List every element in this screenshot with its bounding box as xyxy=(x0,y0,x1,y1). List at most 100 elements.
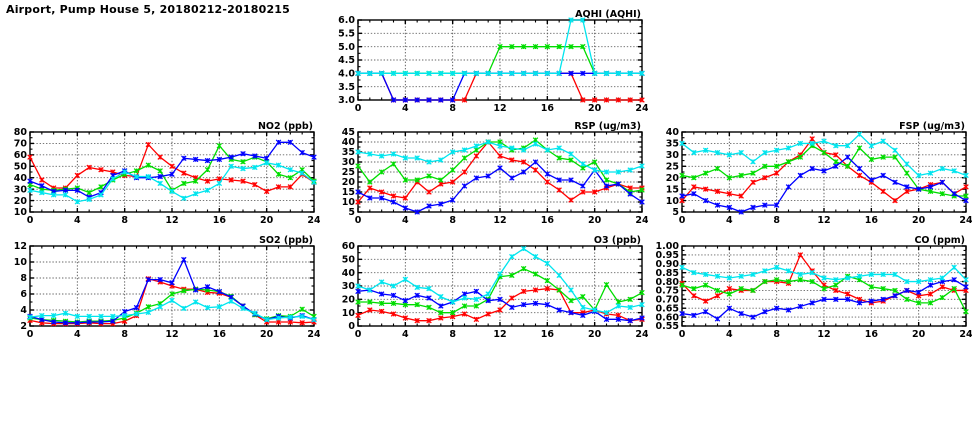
svg-text:16: 16 xyxy=(865,215,879,226)
y-axis-co: 0.550.600.650.700.750.800.850.900.951.00 xyxy=(656,241,966,332)
svg-text:0: 0 xyxy=(355,329,362,340)
svg-text:4: 4 xyxy=(726,329,733,340)
series-series4-co xyxy=(679,264,969,285)
svg-text:5.0: 5.0 xyxy=(338,42,355,53)
svg-text:6.0: 6.0 xyxy=(338,15,355,26)
svg-text:24: 24 xyxy=(307,215,320,226)
svg-text:50: 50 xyxy=(14,161,28,172)
svg-text:20: 20 xyxy=(588,103,602,114)
svg-text:16: 16 xyxy=(541,215,555,226)
svg-text:10: 10 xyxy=(342,197,356,208)
page-title: Airport, Pump House 5, 20180212-20180215 xyxy=(6,3,291,16)
svg-text:4.5: 4.5 xyxy=(338,55,355,66)
svg-text:80: 80 xyxy=(14,127,28,138)
chart-title-aqhi: AQHI (AQHI) xyxy=(575,9,641,20)
svg-text:24: 24 xyxy=(635,329,648,340)
chart-panel-no2: NO2 (ppb) 10 20 30 40 50 60 70 80 0 4 8 12 16 20 24 xyxy=(4,120,320,232)
svg-text:60: 60 xyxy=(342,241,356,252)
svg-text:8: 8 xyxy=(449,215,456,226)
x-axis-o3: 0 4 8 12 16 20 24 xyxy=(355,246,648,340)
svg-text:0.70: 0.70 xyxy=(656,295,679,306)
svg-text:4: 4 xyxy=(402,215,409,226)
svg-text:24: 24 xyxy=(959,329,972,340)
svg-text:20: 20 xyxy=(588,215,602,226)
series-series4-o3 xyxy=(355,245,645,316)
svg-text:20: 20 xyxy=(342,177,356,188)
svg-text:10: 10 xyxy=(666,196,680,207)
chart-title-so2: SO2 (ppb) xyxy=(259,235,313,246)
svg-text:8: 8 xyxy=(449,329,456,340)
chart-title-no2: NO2 (ppb) xyxy=(258,121,313,132)
chart-panel-so2: SO2 (ppb) 2 4 6 8 10 12 0 4 8 12 16 20 24 xyxy=(4,234,320,346)
series-series4-so2 xyxy=(27,297,317,323)
svg-text:0.90: 0.90 xyxy=(656,259,679,270)
svg-text:30: 30 xyxy=(666,150,680,161)
svg-text:0.75: 0.75 xyxy=(656,286,679,297)
y-axis-so2: 2 4 6 8 10 12 xyxy=(14,241,314,332)
svg-text:4: 4 xyxy=(20,305,27,316)
svg-text:50: 50 xyxy=(342,255,356,266)
svg-text:5: 5 xyxy=(348,207,355,218)
svg-text:20: 20 xyxy=(912,215,926,226)
x-axis-fsp: 0 4 8 12 16 20 24 xyxy=(679,132,972,226)
svg-text:4: 4 xyxy=(402,103,409,114)
svg-text:0: 0 xyxy=(27,215,34,226)
svg-text:5.5: 5.5 xyxy=(338,29,355,40)
svg-text:3.0: 3.0 xyxy=(338,95,355,106)
svg-text:8: 8 xyxy=(449,103,456,114)
svg-text:24: 24 xyxy=(635,215,648,226)
x-axis-co: 0 4 8 12 16 20 24 xyxy=(679,246,972,340)
svg-text:20: 20 xyxy=(588,329,602,340)
svg-text:25: 25 xyxy=(342,167,355,178)
chart-title-o3: O3 (ppb) xyxy=(594,235,641,246)
svg-text:12: 12 xyxy=(165,215,178,226)
svg-text:15: 15 xyxy=(342,187,355,198)
svg-text:0.85: 0.85 xyxy=(656,268,679,279)
svg-text:4: 4 xyxy=(402,329,409,340)
series-series4-aqhi xyxy=(355,17,645,77)
svg-text:0: 0 xyxy=(679,215,686,226)
svg-text:0.60: 0.60 xyxy=(656,312,679,323)
svg-text:16: 16 xyxy=(213,215,227,226)
svg-text:8: 8 xyxy=(773,329,780,340)
chart-title-fsp: FSP (ug/m3) xyxy=(899,121,965,132)
svg-text:12: 12 xyxy=(817,329,830,340)
x-axis-no2: 0 4 8 12 16 20 24 xyxy=(27,132,320,226)
svg-text:40: 40 xyxy=(342,268,356,279)
svg-text:20: 20 xyxy=(260,329,274,340)
svg-text:20: 20 xyxy=(260,215,274,226)
svg-text:20: 20 xyxy=(342,295,356,306)
series-series4-rsp xyxy=(355,139,645,175)
svg-text:16: 16 xyxy=(541,103,555,114)
svg-text:16: 16 xyxy=(541,329,555,340)
svg-text:8: 8 xyxy=(121,329,128,340)
chart-title-co: CO (ppm) xyxy=(914,235,965,246)
svg-text:1.00: 1.00 xyxy=(656,241,679,252)
svg-text:40: 40 xyxy=(342,137,356,148)
svg-text:0: 0 xyxy=(27,329,34,340)
svg-text:3.5: 3.5 xyxy=(338,82,355,93)
svg-text:20: 20 xyxy=(14,196,28,207)
svg-text:4: 4 xyxy=(726,215,733,226)
series-series4-fsp xyxy=(679,131,969,179)
svg-text:0.55: 0.55 xyxy=(656,321,679,332)
chart-panel-o3: O3 (ppb) 0 10 20 30 40 50 60 0 4 8 12 16 20 24 xyxy=(332,234,648,346)
series-series2-co xyxy=(679,273,969,315)
svg-text:24: 24 xyxy=(307,329,320,340)
chart-panel-rsp: RSP (ug/m3) 5 10 15 20 25 30 35 40 45 0 4 8 12 16 20 24 xyxy=(332,120,648,232)
svg-text:10: 10 xyxy=(14,257,28,268)
chart-panel-fsp: FSP (ug/m3) 5 10 15 20 25 30 35 40 0 4 8 12 16 20 24 xyxy=(656,120,972,232)
svg-text:0: 0 xyxy=(679,329,686,340)
y-axis-aqhi: 3.0 3.5 4.0 4.5 5.0 5.5 6.0 xyxy=(338,15,642,106)
chart-panel-co: CO (ppm) 0.55 0.60 0.65 0.70 0.75 0.80 0.85 0.90… xyxy=(656,234,972,346)
svg-text:8: 8 xyxy=(20,273,27,284)
svg-text:4: 4 xyxy=(74,215,81,226)
svg-text:40: 40 xyxy=(14,173,28,184)
svg-text:0.95: 0.95 xyxy=(656,250,679,261)
svg-text:30: 30 xyxy=(342,157,356,168)
svg-text:70: 70 xyxy=(14,139,28,150)
